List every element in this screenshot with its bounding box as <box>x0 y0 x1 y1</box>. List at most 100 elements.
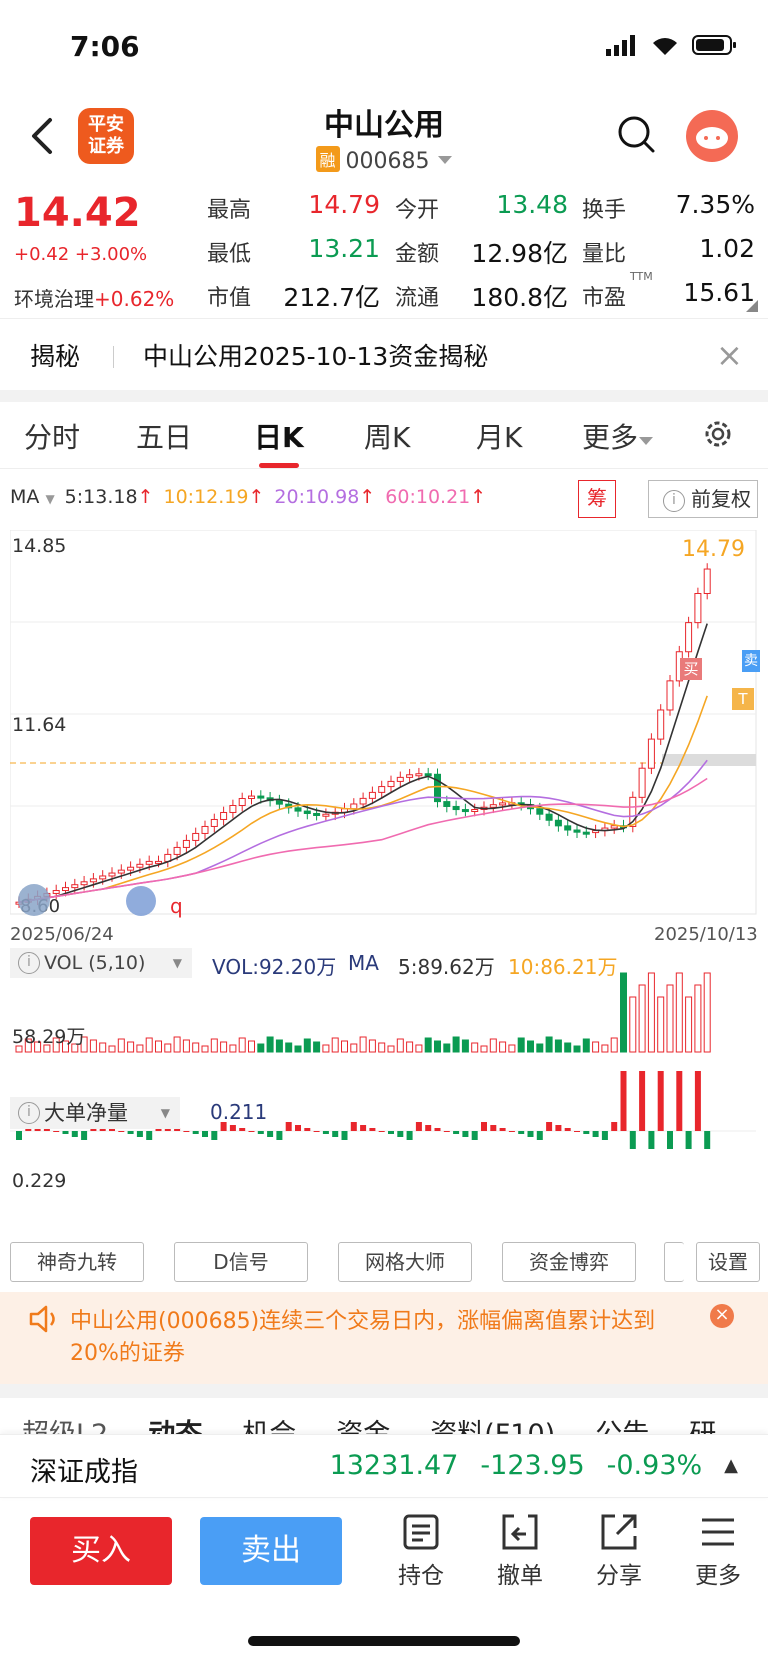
candle-body <box>220 811 228 820</box>
big-order-bar <box>304 1128 311 1131</box>
ma60-line <box>18 777 708 903</box>
candle-body <box>294 807 302 812</box>
tool-d-signal[interactable]: D信号 <box>174 1242 308 1282</box>
adjust-price-button[interactable]: i 前复权 <box>648 480 758 518</box>
event-q-tag[interactable]: q <box>170 894 183 918</box>
tab-announcements[interactable]: 公告 <box>595 1412 649 1434</box>
quote-label-pe: 市盈 <box>582 286 627 311</box>
secret-text[interactable]: 中山公用2025-10-13资金揭秘 <box>143 342 489 371</box>
tab-daily-k[interactable]: 日K <box>254 421 304 454</box>
tool-grid-master[interactable]: 网格大师 <box>338 1242 472 1282</box>
high-price-label: 14.79 <box>682 537 745 562</box>
candle-body <box>173 846 181 855</box>
event-marker-icon[interactable] <box>126 886 156 916</box>
y-axis-mid: 11.64 <box>12 714 67 736</box>
big-order-bar <box>109 1128 115 1131</box>
tab-more[interactable]: 更多 <box>582 416 654 456</box>
quote-value-turnover: 7.35% <box>675 190 755 219</box>
big-order-bar <box>676 1071 683 1131</box>
big-order-bar <box>276 1131 283 1140</box>
big-order-bar <box>508 1131 515 1132</box>
candle-body <box>303 810 311 814</box>
kline-chart[interactable] <box>10 530 758 1150</box>
candle-body <box>155 860 162 864</box>
tab-funds[interactable]: 资金 <box>336 1412 390 1434</box>
big-order-bar <box>229 1125 236 1131</box>
assistant-avatar[interactable] <box>686 110 738 162</box>
adjust-price-label: 前复权 <box>691 487 751 511</box>
tool-settings[interactable]: 设置 <box>696 1242 760 1282</box>
big-order-bar <box>555 1125 562 1131</box>
quote-label-amount: 金额 <box>395 242 440 267</box>
big-order-indicator-selector[interactable]: i 大单净量 ▼ <box>10 1097 180 1129</box>
risk-alert-banner[interactable] <box>0 1292 768 1384</box>
tab-intraday[interactable]: 分时 <box>24 421 81 454</box>
close-icon[interactable]: × <box>716 336 743 374</box>
volume-bar <box>210 1038 218 1053</box>
close-icon[interactable]: × <box>710 1304 734 1328</box>
stock-title[interactable]: 中山公用 <box>324 108 444 143</box>
sell-signal-tag[interactable]: 卖 <box>742 650 760 672</box>
index-ticker-bar[interactable] <box>0 1434 768 1498</box>
buy-button[interactable]: 买入 <box>30 1517 172 1585</box>
stock-code-line[interactable]: 融 000685 <box>0 146 768 174</box>
tab-opportunity[interactable]: 机会 <box>242 1412 296 1434</box>
big-order-bar <box>341 1131 348 1140</box>
tool-fund-game[interactable]: 资金博弈 <box>502 1242 636 1282</box>
positions-button[interactable]: 持仓 <box>386 1512 456 1590</box>
big-order-bar <box>434 1128 441 1131</box>
tab-five-day[interactable]: 五日 <box>136 421 193 454</box>
candle-body <box>52 890 60 894</box>
sell-button[interactable]: 卖出 <box>200 1517 342 1585</box>
volume-bar <box>461 1039 469 1053</box>
expand-up-icon[interactable]: ▲ <box>724 1455 738 1476</box>
candle-body <box>229 804 237 813</box>
search-icon[interactable] <box>616 114 656 154</box>
candle-body <box>610 825 618 829</box>
t-signal-tag[interactable]: T <box>732 688 754 710</box>
big-order-bar <box>611 1122 618 1131</box>
volume-bar <box>15 1045 23 1053</box>
candle-body <box>545 813 553 821</box>
arrow-up-icon: ↑ <box>470 486 487 508</box>
big-order-bar <box>704 1131 711 1149</box>
more-button[interactable]: 更多 <box>683 1512 753 1590</box>
big-order-bar <box>629 1131 636 1149</box>
candle-body <box>322 813 330 817</box>
big-order-bar <box>360 1125 367 1131</box>
broker-logo: 平安 证券 <box>78 108 134 164</box>
cancel-order-button[interactable]: 撤单 <box>485 1512 555 1590</box>
tab-weekly-k[interactable]: 周K <box>364 421 411 454</box>
secret-bar[interactable] <box>0 318 768 390</box>
tab-super-l2[interactable]: 超级L2 <box>22 1412 108 1434</box>
collapse-icon[interactable] <box>18 884 50 916</box>
tool-partial[interactable] <box>664 1242 684 1282</box>
ma-legend: MA ▼ 5:13.18↑ 10:12.19↑ 20:10.98↑ 60:10.… <box>10 486 486 508</box>
volume-bar <box>610 1037 618 1053</box>
share-button[interactable]: 分享 <box>584 1512 654 1590</box>
volume-bar <box>34 1041 42 1053</box>
tab-news[interactable]: 动态 <box>148 1412 202 1434</box>
sector-info[interactable]: 环境治理+0.62% <box>14 283 174 312</box>
big-order-bar <box>127 1131 134 1134</box>
volume-bar <box>322 1044 330 1053</box>
vol-indicator-selector[interactable]: i VOL (5,10) ▼ <box>10 948 192 978</box>
big-order-bar <box>462 1131 469 1137</box>
index-name: 深证成指 <box>30 1457 138 1488</box>
chip-distribution-button[interactable]: 筹 <box>578 480 616 518</box>
volume-bar <box>331 1037 339 1053</box>
candle-body <box>443 801 451 807</box>
volume-bar <box>257 1043 265 1053</box>
expand-corner-icon[interactable] <box>746 300 758 312</box>
wifi-icon <box>653 38 677 55</box>
tab-monthly-k[interactable]: 月K <box>476 421 523 454</box>
ma-selector[interactable]: MA ▼ <box>10 486 55 508</box>
back-button[interactable] <box>26 112 62 160</box>
tool-magic-nine[interactable]: 神奇九转 <box>10 1242 144 1282</box>
tab-f10[interactable]: 资料(F10) <box>430 1412 555 1434</box>
gear-icon[interactable] <box>700 416 736 452</box>
arrow-up-icon: ↑ <box>359 486 376 508</box>
buy-signal-tag[interactable]: 买 <box>680 658 702 680</box>
tab-research[interactable]: 研 <box>689 1412 716 1434</box>
big-order-bar <box>257 1131 264 1134</box>
